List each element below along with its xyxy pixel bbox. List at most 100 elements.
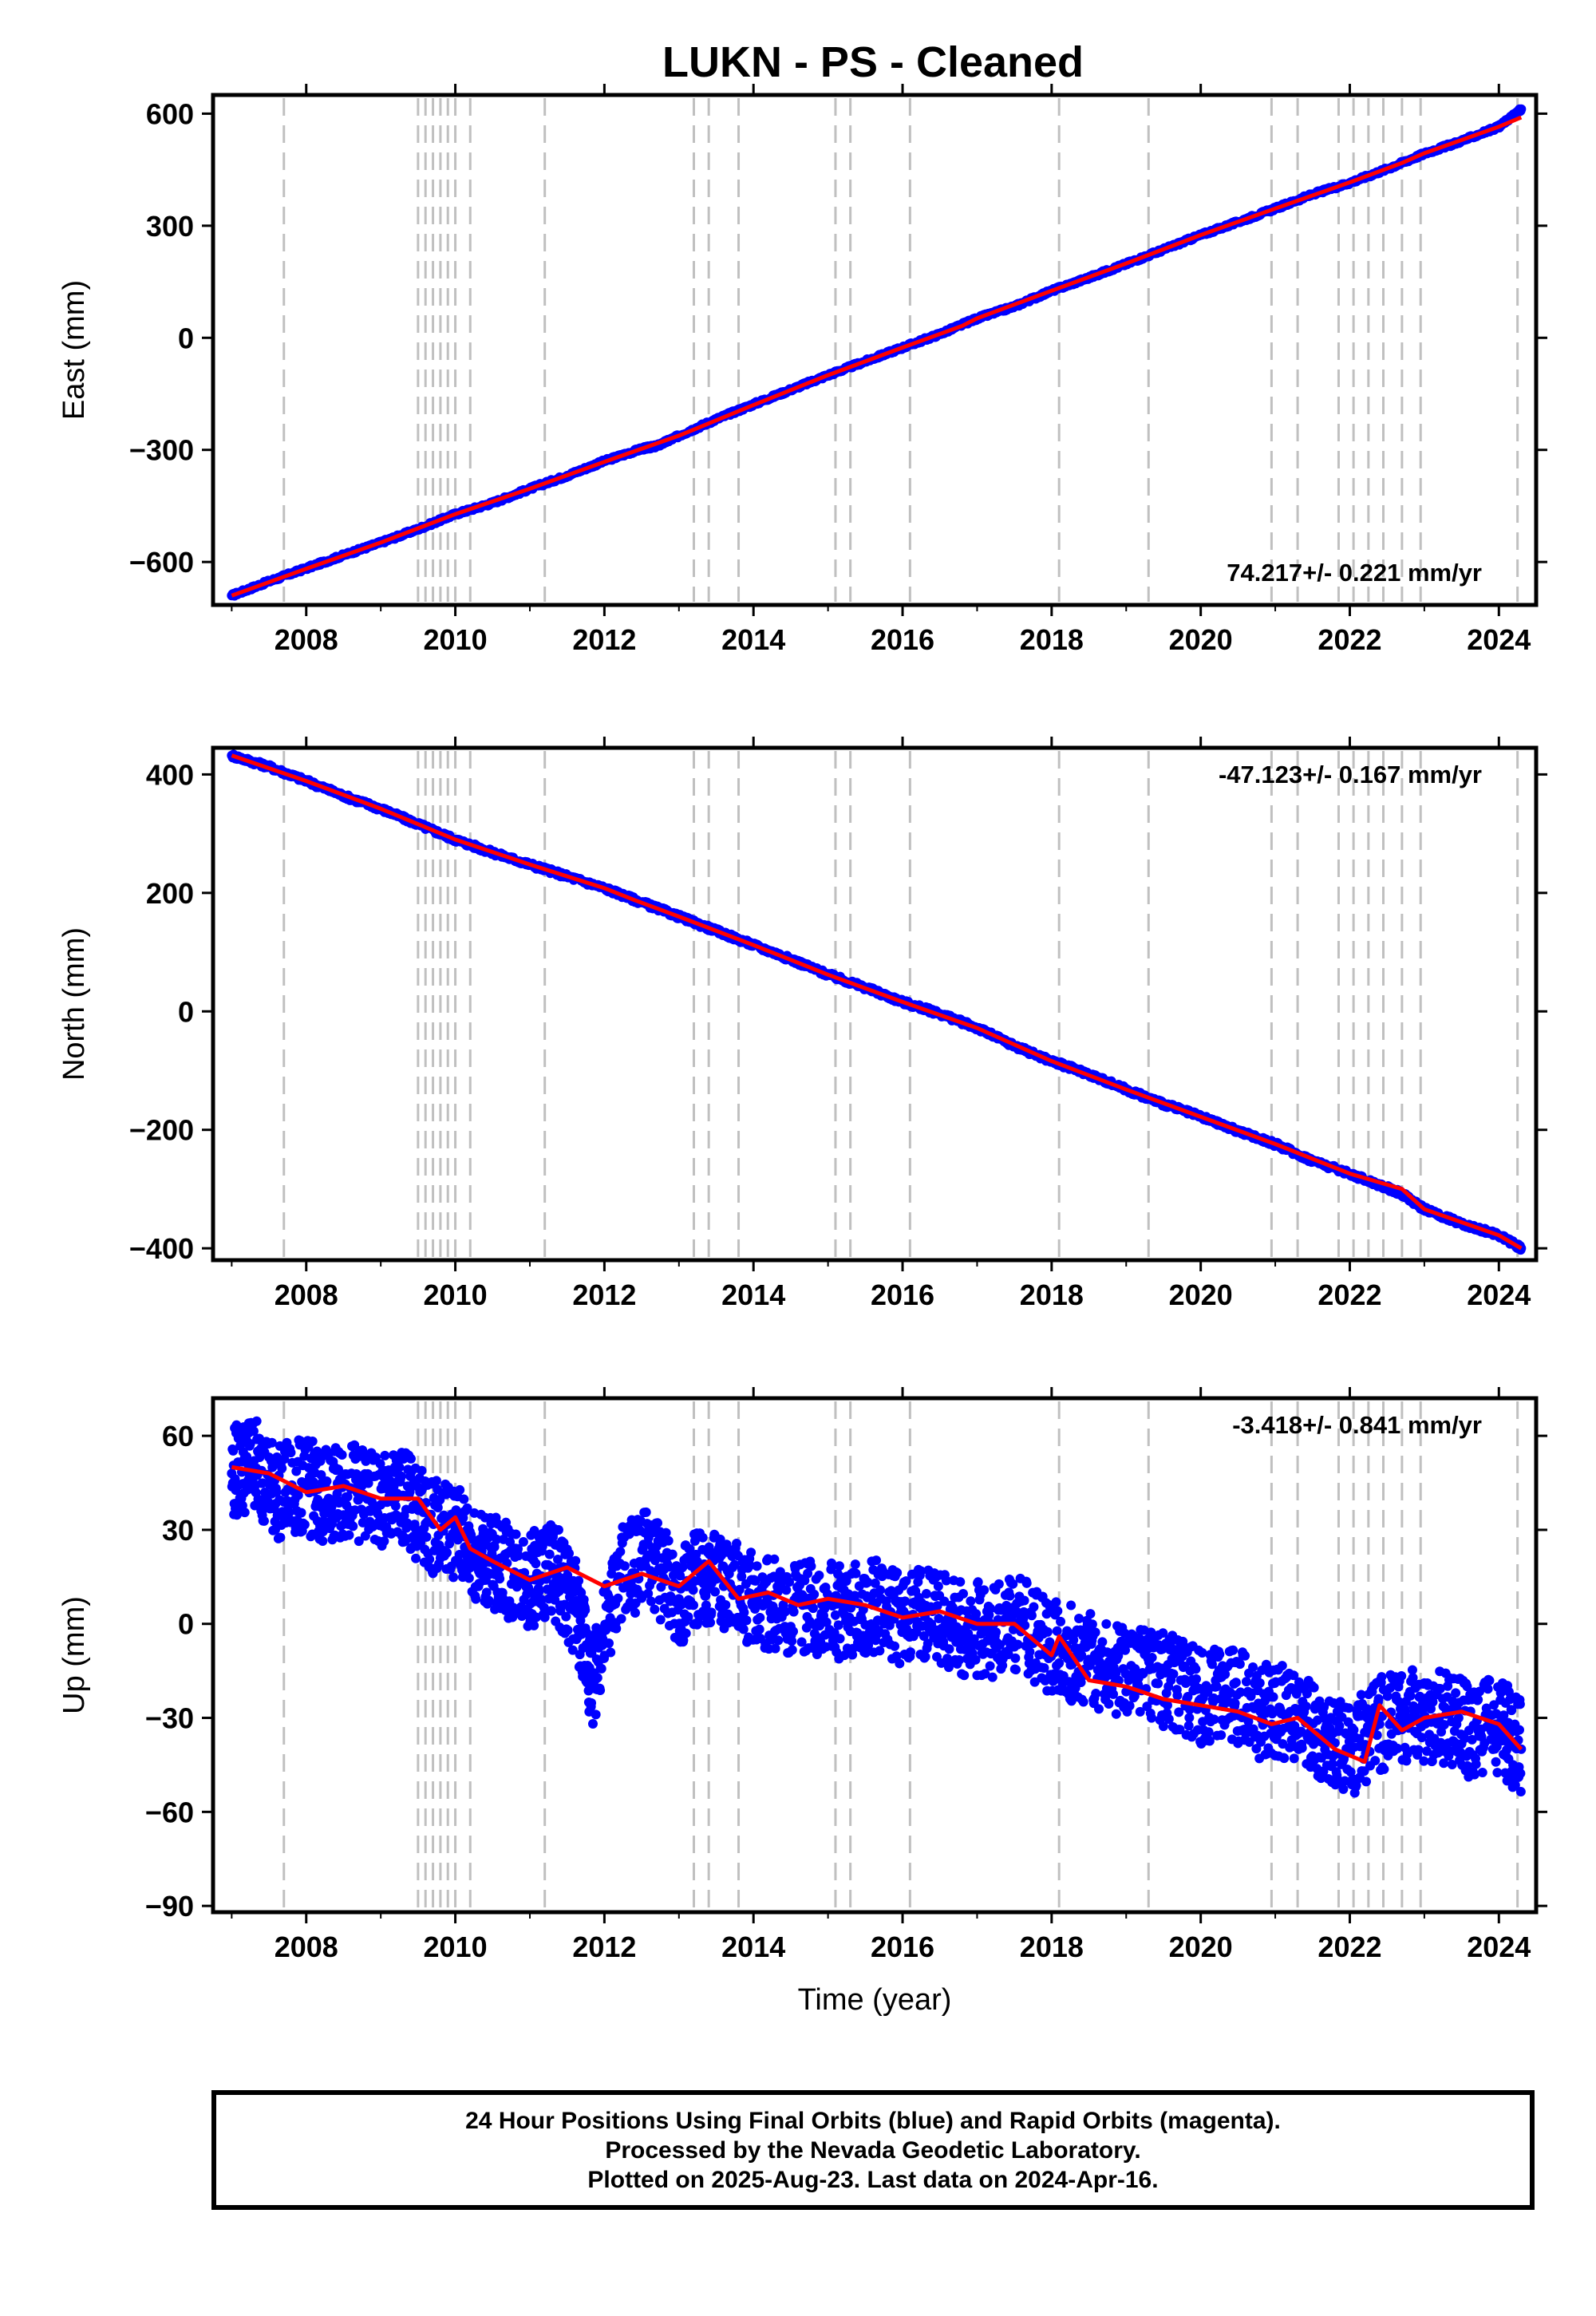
- up-data-point: [863, 1577, 873, 1587]
- up-data-point: [529, 1620, 539, 1630]
- up-data-point: [342, 1492, 353, 1502]
- east-x-tick-label: 2018: [1020, 623, 1084, 656]
- up-data-point: [663, 1535, 674, 1546]
- up-data-point: [985, 1661, 995, 1671]
- up-data-point: [1019, 1595, 1029, 1606]
- east-model-fit-line: [231, 115, 1523, 598]
- up-data-point: [284, 1507, 294, 1517]
- up-data-point: [484, 1595, 494, 1606]
- up-data-point: [534, 1587, 544, 1598]
- up-data-point: [481, 1587, 492, 1598]
- up-data-point: [595, 1685, 606, 1695]
- up-data-point: [539, 1612, 550, 1622]
- up-data-point: [971, 1609, 982, 1619]
- up-data-point: [875, 1646, 885, 1656]
- up-data-point: [1005, 1591, 1015, 1601]
- up-data-point: [650, 1555, 660, 1566]
- north-x-tick-label: 2012: [572, 1279, 636, 1311]
- up-data-point: [553, 1525, 563, 1535]
- up-data-point: [455, 1484, 465, 1495]
- up-data-point: [489, 1542, 500, 1552]
- east-panel-frame: [211, 93, 1539, 607]
- up-data-point: [966, 1596, 976, 1607]
- up-data-point: [1021, 1578, 1032, 1588]
- up-data-point: [322, 1476, 332, 1487]
- up-data-point: [954, 1654, 965, 1665]
- up-data-point: [433, 1503, 443, 1513]
- up-data-point: [354, 1536, 364, 1547]
- up-data-point: [421, 1531, 432, 1542]
- up-data-point: [361, 1456, 371, 1466]
- up-data-point: [379, 1536, 389, 1547]
- up-data-point: [505, 1537, 516, 1547]
- up-data-point: [814, 1570, 824, 1580]
- north-rate-annotation: -47.123+/- 0.167 mm/yr: [1219, 761, 1482, 788]
- up-data-point: [770, 1643, 780, 1654]
- up-data-point: [681, 1628, 691, 1638]
- east-x-tick-label: 2020: [1169, 623, 1233, 656]
- up-data-point: [1053, 1606, 1063, 1616]
- up-data-point: [773, 1635, 784, 1646]
- up-data-point: [781, 1585, 792, 1595]
- up-data-point: [564, 1548, 575, 1559]
- up-data-point: [833, 1620, 843, 1630]
- up-data-point: [567, 1645, 578, 1655]
- up-data-point: [271, 1487, 282, 1497]
- up-data-point: [425, 1554, 435, 1564]
- up-data-point: [316, 1470, 326, 1480]
- up-data-point: [922, 1638, 933, 1649]
- up-data-point: [901, 1576, 911, 1587]
- up-data-point: [979, 1585, 990, 1595]
- up-data-point: [650, 1548, 661, 1559]
- up-data-point: [571, 1555, 581, 1566]
- up-data-point: [611, 1623, 622, 1634]
- up-data-point: [738, 1624, 749, 1634]
- up-data-point: [994, 1579, 1004, 1589]
- up-data-point: [1020, 1620, 1030, 1630]
- up-data-point: [729, 1559, 740, 1570]
- east-y-tick-label: 300: [146, 210, 194, 243]
- up-data-point: [664, 1562, 674, 1572]
- up-data-point: [705, 1618, 716, 1628]
- north-y-tick-label: 400: [146, 758, 194, 791]
- up-data-point: [1051, 1597, 1061, 1607]
- up-data-point: [851, 1568, 861, 1579]
- up-data-point: [701, 1600, 711, 1611]
- up-data-point: [587, 1697, 597, 1708]
- up-data-point: [563, 1570, 573, 1580]
- east-x-tick-label: 2010: [424, 623, 488, 656]
- up-data-point: [754, 1624, 764, 1634]
- up-data-point: [787, 1636, 797, 1646]
- north-x-tick-label: 2024: [1467, 1279, 1531, 1311]
- up-data-point: [891, 1651, 902, 1662]
- up-data-point: [933, 1581, 943, 1591]
- up-data-point: [344, 1530, 354, 1540]
- up-data-point: [279, 1454, 290, 1464]
- up-data-point: [318, 1536, 328, 1547]
- up-data-point: [402, 1518, 413, 1528]
- up-data-point: [275, 1532, 286, 1543]
- up-data-point: [775, 1567, 785, 1577]
- up-data-point: [337, 1450, 347, 1460]
- up-data-point: [242, 1452, 252, 1462]
- up-data-point: [646, 1596, 656, 1607]
- panel-up: 2008 2010 2012 2014 2016 2018 2020 2022 20246030…: [57, 1387, 1547, 2017]
- up-data-point: [299, 1520, 310, 1530]
- east-y-tick-label: 600: [146, 97, 194, 130]
- up-data-point: [871, 1555, 882, 1566]
- up-data-point: [689, 1600, 699, 1611]
- up-data-point: [850, 1559, 860, 1570]
- up-data-point: [769, 1554, 780, 1564]
- up-data-point: [513, 1551, 523, 1561]
- north-x-tick-label: 2020: [1169, 1279, 1233, 1311]
- up-data-point: [739, 1607, 749, 1618]
- up-data-point: [1010, 1653, 1021, 1663]
- up-data-point: [890, 1641, 900, 1651]
- up-data-point: [464, 1573, 474, 1583]
- up-data-point: [955, 1577, 966, 1587]
- up-data-point: [613, 1593, 623, 1603]
- up-data-point: [710, 1587, 721, 1597]
- up-data-point: [675, 1571, 685, 1581]
- up-data-point: [1025, 1646, 1035, 1657]
- up-data-point: [630, 1608, 641, 1618]
